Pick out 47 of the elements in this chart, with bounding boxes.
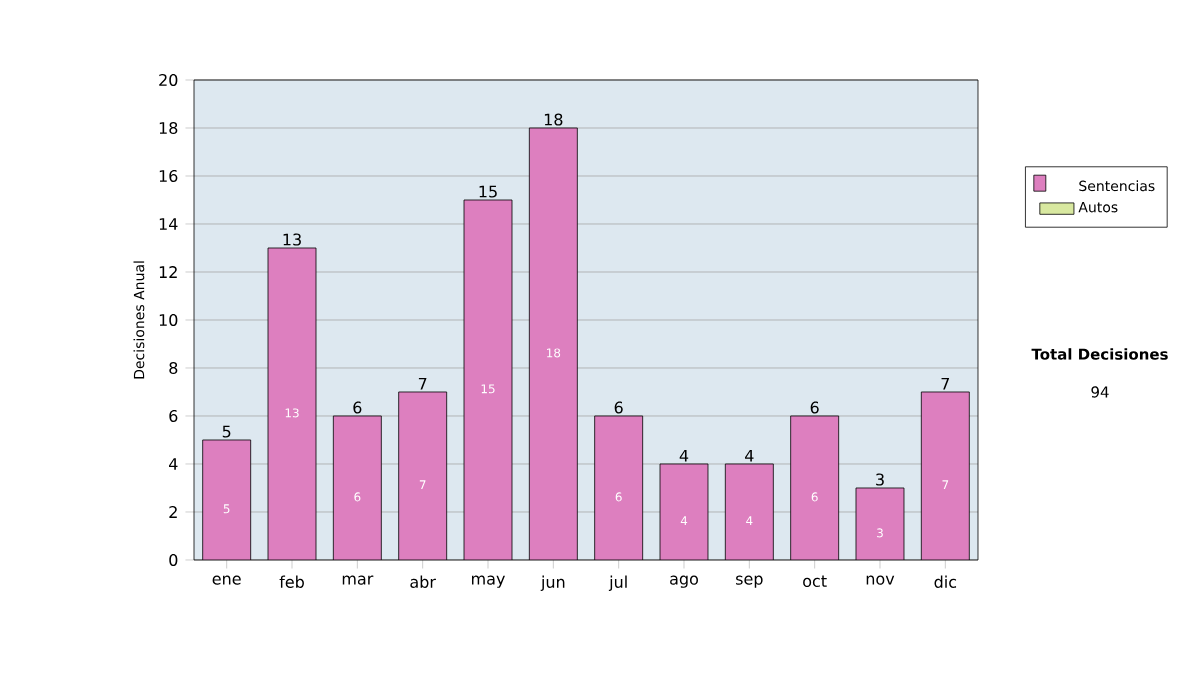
total-label: 6 <box>810 401 819 414</box>
y-tick-label: 0 <box>169 553 178 567</box>
x-tick-label: feb <box>279 575 304 588</box>
bar <box>398 391 447 560</box>
bar <box>594 415 643 560</box>
y-tick-label: 4 <box>169 458 178 470</box>
x-tick-label: mar <box>342 575 374 585</box>
bar <box>920 391 970 560</box>
y-tick-label: 14 <box>159 218 178 230</box>
bar <box>790 415 839 560</box>
x-tick-label: sep <box>736 575 763 588</box>
x-tick-label: nov <box>866 575 895 585</box>
bar <box>268 247 317 560</box>
bar <box>725 463 774 560</box>
bar <box>333 415 382 560</box>
total-label: 3 <box>876 473 884 486</box>
bar <box>660 463 708 560</box>
x-tick-label: oct <box>803 575 827 588</box>
y-tick-label: 12 <box>159 266 177 278</box>
total-label: 5 <box>222 425 231 438</box>
total-label: 7 <box>941 377 950 390</box>
x-tick-label: dic <box>934 575 957 588</box>
total-label: 6 <box>353 401 362 414</box>
bar <box>202 439 251 560</box>
x-tick-label: ene <box>212 575 241 585</box>
total-label: 18 <box>544 113 563 126</box>
x-tick-label: may <box>472 575 505 588</box>
total-label: 15 <box>479 185 497 198</box>
y-tick-label: 20 <box>159 73 178 87</box>
total-label: 7 <box>418 377 427 390</box>
x-tick-label: jul <box>608 575 627 592</box>
x-tick-label: jun <box>540 575 565 592</box>
y-tick-label: 6 <box>169 409 178 423</box>
bar <box>464 199 512 560</box>
x-tick-label: ago <box>670 575 698 588</box>
bar <box>529 127 578 560</box>
total-label: 4 <box>745 449 754 462</box>
y-tick-label: 16 <box>159 169 178 183</box>
x-tick-label: abr <box>410 575 436 588</box>
y-tick-label: 2 <box>169 506 177 518</box>
y-tick-label: 18 <box>159 121 178 135</box>
y-tick-label: 8 <box>169 361 178 375</box>
total-label: 6 <box>614 401 623 414</box>
bar <box>855 487 904 560</box>
y-tick-label: 10 <box>159 313 178 327</box>
total-label: 4 <box>679 449 689 462</box>
total-label: 13 <box>283 233 301 246</box>
